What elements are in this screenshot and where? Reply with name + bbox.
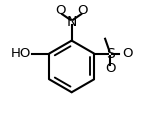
Text: O: O bbox=[105, 62, 115, 75]
Text: O: O bbox=[55, 4, 66, 17]
Text: HO: HO bbox=[11, 47, 31, 60]
Text: O: O bbox=[77, 4, 88, 17]
Text: N: N bbox=[67, 15, 77, 29]
Text: S: S bbox=[106, 46, 114, 61]
Text: O: O bbox=[123, 47, 133, 60]
